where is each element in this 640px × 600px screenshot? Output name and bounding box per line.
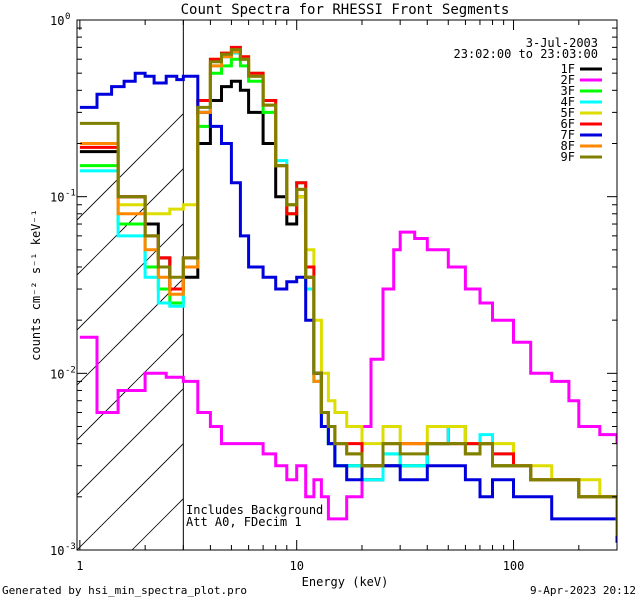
legend-label-5f: 5F [561, 106, 575, 120]
date-label: 3-Jul-2003 [526, 36, 598, 50]
hatch-lines [77, 113, 184, 550]
legend-label-2f: 2F [561, 73, 575, 87]
legend-label-4f: 4F [561, 95, 575, 109]
y-tick-label: 10 -1 [50, 189, 76, 205]
x-tick-labels: 1 10 100 [76, 559, 524, 573]
x-tick-label: 100 [503, 559, 525, 573]
y-tick-base: 10 [50, 367, 64, 381]
y-tick-exponent: 0 [65, 12, 70, 22]
y-tick-exponent: -2 [65, 365, 76, 375]
legend-label-1f: 1F [561, 62, 575, 76]
x-tick-label: 1 [76, 559, 83, 573]
y-tick-base: 10 [50, 191, 64, 205]
series-9f-line [79, 48, 617, 536]
y-tick-base: 10 [50, 544, 64, 558]
background-note: Includes Background [186, 503, 323, 517]
legend-label-9f: 9F [561, 150, 575, 164]
attenuator-note: Att A0, FDecim 1 [186, 515, 302, 529]
y-tick-label: 10 -2 [50, 365, 76, 381]
x-tick-label: 10 [289, 559, 303, 573]
series-2f-line [79, 230, 617, 521]
legend-label-3f: 3F [561, 84, 575, 98]
axis-ticks [77, 20, 618, 551]
y-tick-exponent: -3 [65, 542, 76, 552]
y-axis-label: counts cm⁻² s⁻¹ keV⁻¹ [29, 209, 43, 361]
y-tick-exponent: -1 [65, 189, 76, 199]
plot-frame [76, 19, 618, 551]
y-tick-label: 10 -3 [50, 542, 76, 558]
y-tick-label: 10 0 [50, 12, 70, 28]
legend-label-7f: 7F [561, 128, 575, 142]
legend-label-8f: 8F [561, 139, 575, 153]
x-axis-label: Energy (keV) [302, 575, 389, 589]
series-7f-line [79, 71, 617, 543]
chart-title: Count Spectra for RHESSI Front Segments [181, 2, 510, 18]
y-tick-base: 10 [50, 14, 64, 28]
timestamp-label: 9-Apr-2023 20:12 [530, 584, 636, 597]
time-range-label: 23:02:00 to 23:03:00 [454, 47, 599, 61]
series-group [79, 45, 617, 543]
legend-label-6f: 6F [561, 117, 575, 131]
generated-by-label: Generated by hsi_min_spectra_plot.pro [2, 584, 247, 597]
